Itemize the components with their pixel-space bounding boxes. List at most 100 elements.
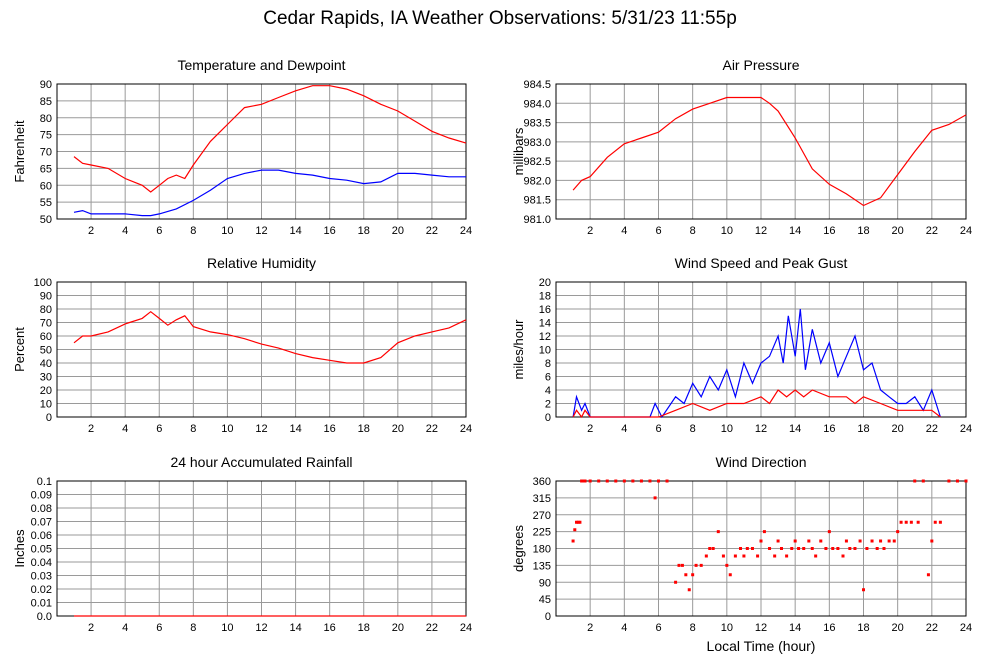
data-point: [687, 588, 691, 592]
y-tick-label: 16: [539, 304, 551, 316]
chart-pressure: Air Pressure 981.0 981.5 982.0 982.5 983.0 983…: [511, 57, 972, 237]
data-point: [691, 573, 695, 577]
data-point: [583, 479, 587, 483]
data-point: [827, 530, 831, 534]
data-point: [909, 520, 913, 524]
y-tick-label: 0.09: [31, 490, 52, 502]
x-tick-label: 12: [755, 622, 767, 634]
y-tick-label: 18: [539, 291, 551, 303]
y-tick-label: 982.5: [523, 156, 551, 168]
x-tick-label: 14: [289, 423, 301, 435]
data-point: [870, 539, 874, 543]
data-point: [762, 530, 766, 534]
y-tick-label: 14: [539, 318, 551, 330]
data-point: [921, 479, 925, 483]
y-tick-label: 0.05: [31, 544, 52, 556]
x-tick-label: 10: [221, 225, 233, 237]
data-point: [733, 554, 737, 558]
x-tick-label: 12: [255, 225, 267, 237]
x-tick-label: 8: [690, 423, 696, 435]
data-point: [776, 539, 780, 543]
series-line-0: [572, 308, 941, 419]
y-tick-label: 4: [545, 385, 551, 397]
data-point: [964, 479, 968, 483]
x-tick-label: 20: [392, 622, 404, 634]
data-point: [576, 520, 580, 524]
data-point: [831, 547, 835, 550]
x-tick-label: 2: [88, 622, 94, 634]
data-point: [790, 547, 794, 550]
data-point: [768, 547, 772, 550]
data-point: [750, 547, 754, 550]
x-tick-label: 12: [755, 423, 767, 435]
data-point: [848, 547, 852, 550]
y-tick-label: 0.0: [37, 611, 52, 623]
x-tick-label: 24: [460, 225, 472, 237]
x-tick-label: 8: [190, 423, 196, 435]
y-tick-label: 50: [40, 214, 52, 226]
x-tick-label: 2: [587, 225, 593, 237]
x-tick-label: 10: [721, 622, 733, 634]
data-point: [879, 539, 883, 543]
data-point: [802, 547, 806, 550]
x-tick-label: 6: [156, 423, 162, 435]
y-tick-label: 100: [34, 277, 52, 289]
plot-frame: [555, 83, 967, 220]
x-tick-label: 12: [755, 225, 767, 237]
data-point: [913, 479, 917, 483]
y-tick-label: 40: [40, 358, 52, 370]
y-tick-label: 60: [40, 180, 52, 192]
x-axis-label: Local Time (hour): [707, 638, 816, 654]
data-point: [597, 479, 601, 483]
x-tick-label: 16: [324, 225, 336, 237]
data-point: [807, 539, 811, 543]
data-point: [745, 547, 749, 550]
x-tick-label: 22: [426, 622, 438, 634]
y-tick-label: 65: [40, 163, 52, 175]
data-point: [916, 520, 920, 524]
series-line-1: [572, 389, 941, 419]
data-point: [721, 554, 725, 558]
x-tick-label: 2: [587, 622, 593, 634]
x-tick-label: 22: [926, 423, 938, 435]
data-point: [575, 520, 578, 524]
data-point: [581, 479, 585, 483]
plot-frame: [56, 83, 467, 220]
y-tick-label: 982.0: [523, 175, 551, 187]
data-point: [785, 554, 789, 558]
plot-frame: [555, 480, 967, 617]
data-point: [694, 563, 698, 567]
data-point: [819, 539, 823, 543]
x-tick-label: 16: [324, 423, 336, 435]
data-point: [892, 539, 896, 543]
y-tick-label: 85: [40, 96, 52, 108]
y-tick-label: 55: [40, 197, 52, 209]
y-axis-label: Percent: [12, 327, 27, 372]
data-point: [896, 530, 900, 534]
data-point: [622, 479, 626, 483]
data-point: [926, 573, 930, 577]
x-tick-label: 16: [324, 622, 336, 634]
data-point: [614, 479, 618, 483]
x-tick-label: 4: [122, 225, 128, 237]
data-point: [571, 539, 575, 543]
y-tick-label: 983.0: [523, 137, 551, 149]
data-point: [938, 520, 942, 524]
chart-rain: 24 hour Accumulated Rainfall0.00.010.020…: [12, 454, 472, 634]
y-tick-label: 270: [533, 510, 551, 522]
x-tick-label: 22: [426, 423, 438, 435]
data-point: [756, 554, 760, 558]
chart-title: Air Pressure: [722, 57, 799, 73]
data-point: [684, 573, 688, 577]
data-point: [930, 539, 934, 543]
y-axis-label: miles/hour: [511, 319, 526, 380]
y-tick-label: 6: [545, 372, 551, 384]
data-point: [578, 520, 582, 524]
data-point: [677, 563, 681, 567]
x-tick-label: 12: [255, 423, 267, 435]
chart-title: Wind Direction: [715, 454, 806, 470]
x-tick-label: 18: [358, 622, 370, 634]
data-point: [793, 539, 797, 543]
data-point: [814, 554, 818, 558]
